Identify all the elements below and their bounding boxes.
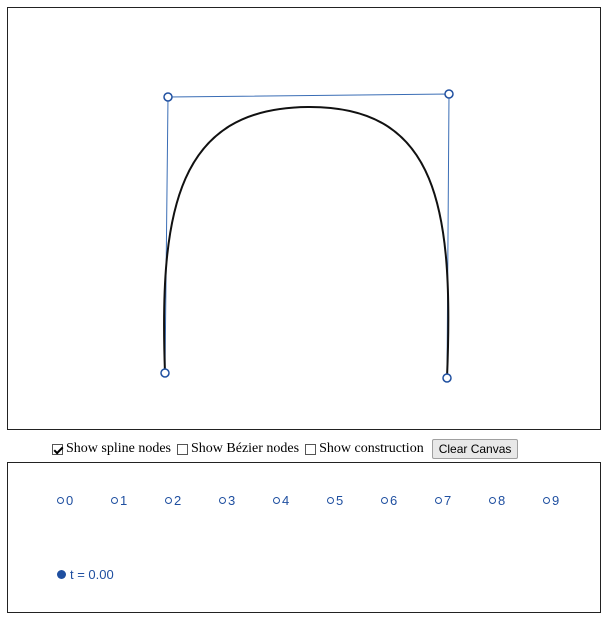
radio-ring-icon (219, 497, 226, 504)
t-value-label: t = 0.00 (70, 567, 114, 582)
radio-ring-icon (165, 497, 172, 504)
radio-ring-icon (327, 497, 334, 504)
node-option-8[interactable]: 8 (489, 493, 543, 508)
node-option-label: 4 (282, 493, 290, 508)
node-option-3[interactable]: 3 (219, 493, 273, 508)
bezier-curve (163, 105, 450, 379)
radio-ring-icon (381, 497, 388, 504)
show-construction-checkbox[interactable] (305, 443, 317, 455)
node-option-5[interactable]: 5 (327, 493, 381, 508)
node-option-0[interactable]: 0 (57, 493, 111, 508)
radio-ring-icon (543, 497, 550, 504)
radio-ring-icon (273, 497, 280, 504)
node-option-4[interactable]: 4 (273, 493, 327, 508)
radio-ring-icon (57, 497, 64, 504)
filled-dot-icon (57, 570, 66, 579)
node-option-2[interactable]: 2 (165, 493, 219, 508)
node-option-label: 3 (228, 493, 236, 508)
node-option-label: 0 (66, 493, 74, 508)
spline-node-3[interactable] (442, 373, 452, 383)
show-spline-nodes-label: Show spline nodes (66, 441, 171, 456)
node-option-label: 9 (552, 493, 560, 508)
show-spline-nodes-checkbox[interactable] (52, 443, 63, 455)
spline-node-0[interactable] (160, 368, 170, 378)
control-polygon (164, 93, 450, 379)
show-bezier-nodes-option[interactable]: Show Bézier nodes (177, 441, 299, 457)
node-option-label: 6 (390, 493, 398, 508)
show-bezier-nodes-label: Show Bézier nodes (191, 441, 300, 456)
node-panel: 0 1 2 3 4 5 6 7 8 9 t = 0.00 (7, 462, 601, 613)
node-option-label: 1 (120, 493, 128, 508)
spline-node-2[interactable] (444, 89, 454, 99)
show-construction-option[interactable]: Show construction (305, 441, 424, 457)
radio-ring-icon (489, 497, 496, 504)
drawing-canvas[interactable] (7, 7, 601, 430)
t-parameter[interactable]: t = 0.00 (57, 567, 114, 582)
canvas-svg[interactable] (8, 8, 602, 431)
options-bar: Show spline nodes Show Bézier nodes Show… (52, 439, 519, 459)
node-option-label: 7 (444, 493, 452, 508)
node-option-label: 2 (174, 493, 182, 508)
node-option-label: 8 (498, 493, 506, 508)
node-option-6[interactable]: 6 (381, 493, 435, 508)
show-construction-label: Show construction (319, 441, 424, 456)
node-option-9[interactable]: 9 (543, 493, 597, 508)
radio-ring-icon (435, 497, 442, 504)
clear-canvas-button[interactable]: Clear Canvas (431, 439, 519, 459)
node-selector: 0 1 2 3 4 5 6 7 8 9 (57, 493, 597, 508)
radio-ring-icon (111, 497, 118, 504)
node-option-7[interactable]: 7 (435, 493, 489, 508)
show-spline-nodes-option[interactable]: Show spline nodes (52, 441, 171, 457)
node-option-1[interactable]: 1 (111, 493, 165, 508)
spline-node-1[interactable] (163, 92, 173, 102)
node-option-label: 5 (336, 493, 344, 508)
show-bezier-nodes-checkbox[interactable] (177, 443, 188, 455)
